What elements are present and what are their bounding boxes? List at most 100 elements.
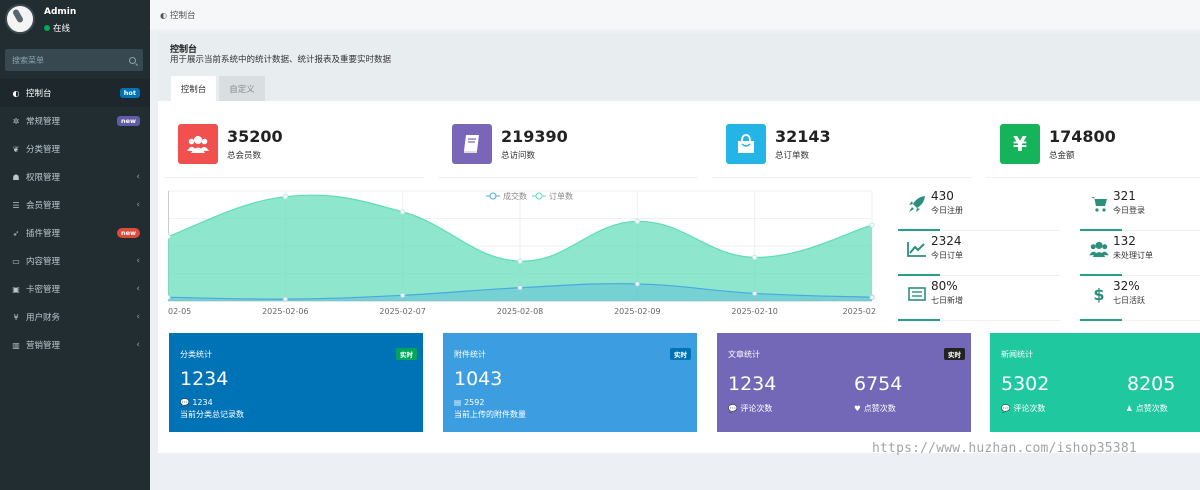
card-sub-comments: 💬 评论次数: [728, 403, 772, 414]
sidebar-item-8[interactable]: ¥ 用户财务 ‹: [0, 303, 150, 331]
series-area-0: [168, 283, 872, 301]
mini-stat-label: 今日订单: [931, 251, 963, 260]
shopping-bag-icon: [726, 124, 766, 164]
legend-label: 成交数: [503, 191, 527, 201]
series-point-1-3: [517, 258, 523, 264]
stat-total-orders: 32143 总订单数: [712, 124, 972, 178]
sidebar-item-6[interactable]: ▭ 内容管理 ‹: [0, 247, 150, 275]
series-point-0-0: [168, 294, 171, 300]
card-desc: 当前上传的附件数量: [454, 410, 526, 419]
group-icon: ☗: [12, 172, 20, 182]
card-title: 附件统计: [454, 350, 486, 359]
stat-value: 32143: [775, 127, 831, 146]
sidebar-item-3[interactable]: ☗ 权限管理 ‹: [0, 163, 150, 191]
sidebar-item-2[interactable]: ❦ 分类管理: [0, 135, 150, 163]
image-icon: ▣: [12, 284, 20, 294]
sidebar-item-7[interactable]: ▣ 卡密管理 ‹: [0, 275, 150, 303]
card-article-stats: 文章统计 实时 1234 💬 评论次数 6754 ♥ 点赞次数: [717, 333, 971, 432]
card-sub-label: 评论次数: [1013, 404, 1046, 413]
yen-icon: ¥: [13, 312, 19, 322]
sidebar: Admin 在线 ◐ 控制台 hot ✲ 常规管理 new ❦ 分类管理 ☗ 权限管理 ‹ ☰ 会员管理…: [0, 0, 150, 490]
dashboard-icon: ◐: [12, 88, 20, 98]
chevron-left-icon[interactable]: ‹: [136, 340, 140, 350]
main-content: ◐ 控制台 控制台 用于展示当前系统中的统计数据、统计报表及重要实时数据 控制台…: [150, 0, 1200, 490]
chevron-left-icon[interactable]: ‹: [136, 284, 140, 294]
leaf-icon: ❦: [12, 144, 20, 154]
card-sub-label: 点赞次数: [1135, 404, 1168, 413]
chevron-left-icon[interactable]: ‹: [136, 172, 140, 182]
stat-value: 35200: [227, 127, 283, 146]
chevron-left-icon[interactable]: ‹: [136, 312, 140, 322]
series-point-0-3: [517, 285, 523, 291]
series-point-1-2: [399, 209, 406, 215]
sidebar-menu: ◐ 控制台 hot ✲ 常规管理 new ❦ 分类管理 ☗ 权限管理 ‹ ☰ 会员管理 ‹ ➶ 插件管理 new…: [0, 79, 150, 359]
mini-stat-bar: [1080, 319, 1122, 321]
panel-header: 控制台 用于展示当前系统中的统计数据、统计报表及重要实时数据 控制台 自定义: [158, 33, 1200, 101]
mini-stat-7day-active: $ 32% 七日活跃: [1080, 277, 1200, 321]
tab-dashboard[interactable]: 控制台: [171, 76, 216, 101]
series-point-0-1: [282, 296, 289, 302]
sidebar-item-label: 营销管理: [26, 341, 61, 351]
x-tick-label: 02-05: [168, 307, 191, 316]
stat-total-members: 35200 总会员数: [164, 124, 424, 178]
yen-icon: ¥: [1000, 124, 1040, 164]
series-point-1-6: [869, 222, 875, 228]
sidebar-item-1[interactable]: ✲ 常规管理 new: [0, 107, 150, 135]
mini-stat-value: 32%: [1113, 279, 1140, 293]
rocket-icon: [906, 193, 928, 215]
series-point-0-2: [399, 292, 406, 299]
sidebar-item-label: 用户财务: [26, 313, 61, 323]
card-title: 文章统计: [728, 350, 760, 359]
cogs-icon: ✲: [12, 116, 20, 126]
sidebar-item-9[interactable]: ▥ 营销管理 ‹: [0, 331, 150, 359]
legend-swatch-marker: [489, 192, 497, 200]
card-attachment-stats: 附件统计 实时 1043 ▤ 2592 当前上传的附件数量: [443, 333, 697, 432]
panel-title: 控制台: [170, 45, 198, 55]
area-chart: 02-05 2025-02-06 2025-02-07 2025-02-08 2025-…: [168, 190, 876, 316]
comment-icon: 💬: [1001, 404, 1011, 413]
comment-icon: 💬: [728, 404, 738, 413]
tab-custom[interactable]: 自定义: [219, 76, 265, 101]
card-sub-label: 点赞次数: [863, 404, 896, 413]
sidebar-item-label: 常规管理: [26, 117, 61, 127]
realtime-badge: 实时: [944, 348, 965, 360]
comment-icon: 💬: [180, 398, 190, 407]
series-point-1-0: [168, 233, 171, 240]
card-sub-likes: ♥ 点赞次数: [854, 403, 896, 414]
x-tick-label: 2025-02-07: [379, 307, 426, 316]
series-point-1-5: [751, 254, 758, 261]
menu-search-input[interactable]: [12, 55, 112, 65]
search-icon[interactable]: [129, 56, 136, 64]
chevron-left-icon[interactable]: ‹: [136, 200, 140, 210]
chevron-left-icon[interactable]: ‹: [136, 256, 140, 266]
breadcrumb-item[interactable]: 控制台: [169, 11, 196, 21]
mini-stat-bar: [898, 229, 940, 231]
mini-stat-bar: [1080, 274, 1122, 276]
stat-value: 219390: [501, 127, 568, 146]
sidebar-item-label: 内容管理: [26, 257, 61, 267]
sidebar-item-label: 卡密管理: [26, 285, 61, 295]
card-sub-label: 评论次数: [740, 404, 773, 413]
sidebar-item-4[interactable]: ☰ 会员管理 ‹: [0, 191, 150, 219]
card-desc: 当前分类总记录数: [180, 410, 244, 419]
mini-stat-bar: [898, 274, 940, 276]
users-icon: [1088, 238, 1110, 260]
card-category-stats: 分类统计 实时 1234 💬 1234 当前分类总记录数: [169, 333, 423, 432]
card-sub: ▤ 2592: [454, 398, 484, 407]
sidebar-item-5[interactable]: ➶ 插件管理 new: [0, 219, 150, 247]
stat-label: 总金额: [1049, 151, 1075, 161]
card-title: 新闻统计: [1001, 350, 1033, 359]
mini-stat-label: 七日新增: [931, 296, 963, 305]
card-sub: 💬 1234: [180, 398, 213, 407]
mini-stat-today-register: 430 今日注册: [898, 187, 1060, 231]
card-sub-comments: 💬 评论次数: [1001, 403, 1045, 414]
legend-swatch-marker: [535, 192, 543, 200]
mini-stat-pending-orders: 132 未处理订单: [1080, 232, 1200, 276]
user-panel: Admin 在线: [0, 0, 150, 44]
avatar[interactable]: [5, 4, 35, 34]
sidebar-item-label: 控制台: [26, 89, 52, 99]
card-sub-value: 2592: [464, 398, 485, 407]
x-tick-label: 2025-02: [843, 307, 876, 316]
card-value: 1043: [454, 368, 503, 390]
sidebar-item-0[interactable]: ◐ 控制台 hot: [0, 79, 150, 107]
